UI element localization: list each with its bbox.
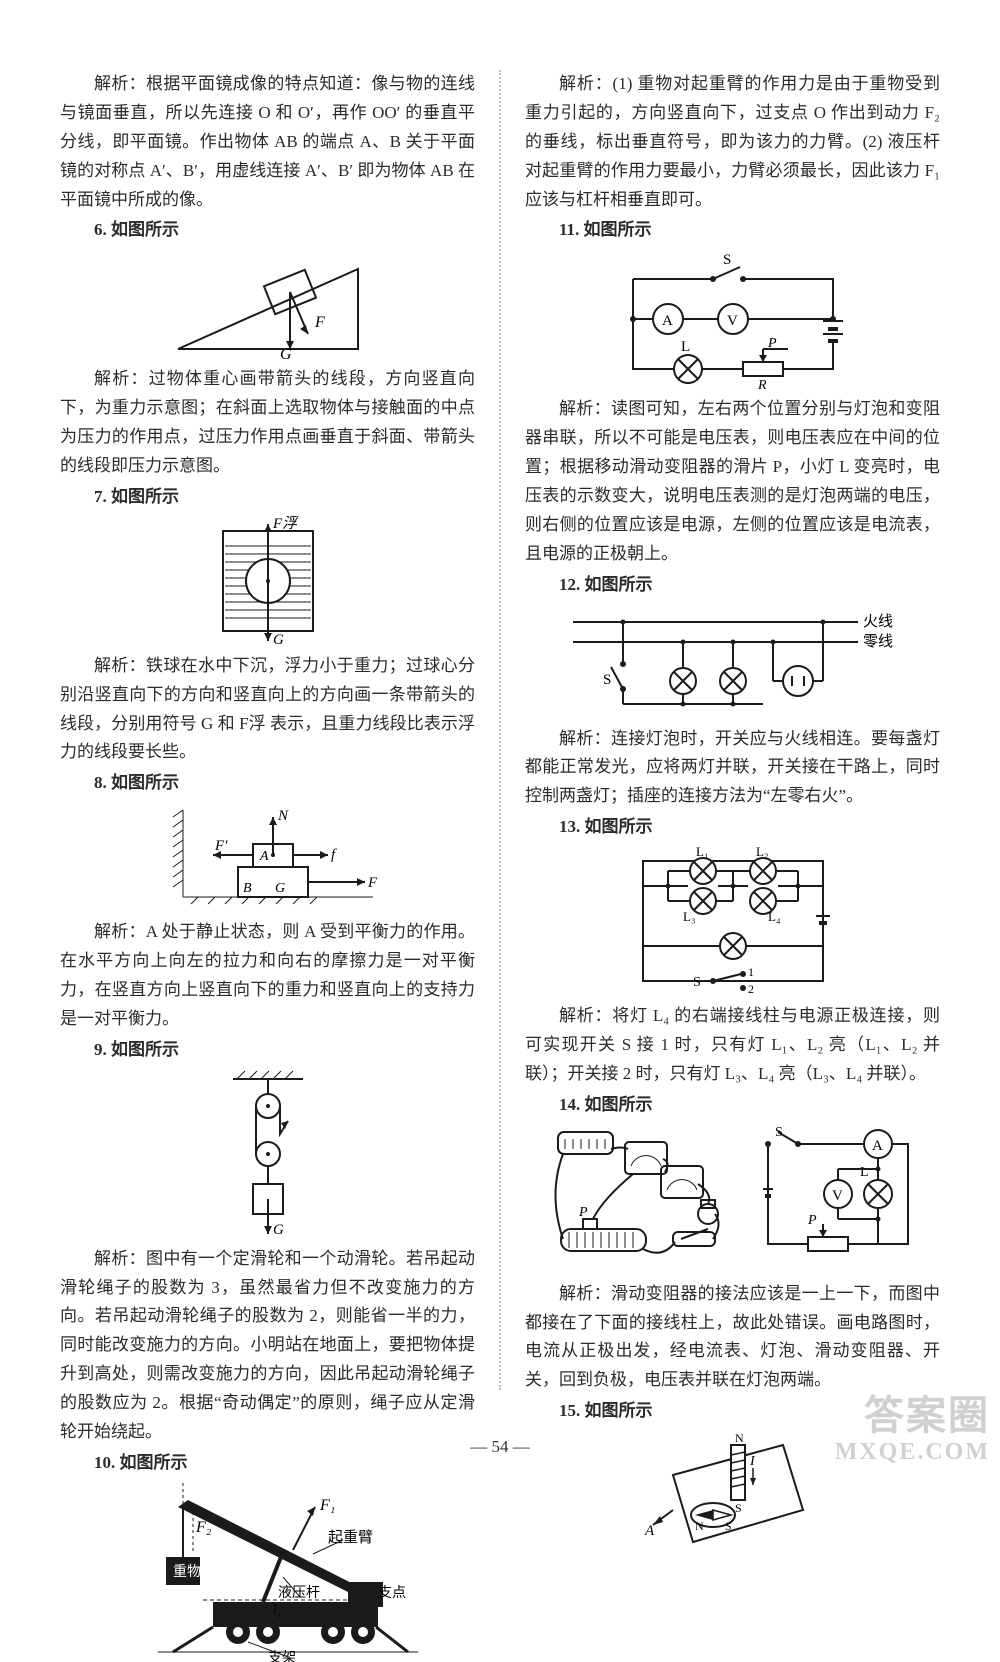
q7-number: 7. 如图所示 [94,487,179,506]
fig12-live-label: 火线 [863,613,893,630]
fig11-R-label: R [757,378,767,389]
fig8-B-label: B [243,881,252,896]
q11-number: 11. 如图所示 [559,220,652,239]
q6-number: 6. 如图所示 [94,220,179,239]
q12-heading: 12. 如图所示 [525,571,940,600]
left-analysis-4: 解析：A 处于静止状态，则 A 受到平衡力的作用。在水平方向上向左的拉力和向右的… [60,918,475,1034]
fig6-G-label: G [280,346,292,359]
right-analysis-5: 解析：滑动变阻器的接法应该是一上一下，而图中都接在了下面的接线柱上，故此处错误。… [525,1280,940,1396]
q7-heading: 7. 如图所示 [60,483,475,512]
fig15-S1-label: S [725,1519,732,1533]
q12-number: 12. 如图所示 [559,575,653,594]
fig6-F-label: F [314,314,325,331]
q6-heading: 6. 如图所示 [60,216,475,245]
right-analysis-4: 解析：将灯 L₄ 的右端接线柱与电源正极连接，则可实现开关 S 接 1 时，只有… [525,1002,940,1089]
fig13-L2-label: L₂ [756,846,768,859]
fig14-left-P-label: P [578,1205,588,1220]
fig13-S-label: S [693,975,701,990]
left-analysis-2: 解析：过物体重心画带箭头的线段，方向竖直向下，为重力示意图；在斜面上选取物体与接… [60,365,475,481]
fig13-L4-label: L₄ [768,909,781,924]
fig11-P-label: P [767,336,777,351]
figure-13: L₁ L₂ L₃ L₄ [525,846,940,996]
figure-10: F₁ F₂ 重物 起重臂 支点 液压杆 支架 l₁ [60,1482,475,1662]
figure-14: P [525,1124,940,1274]
q8-number: 8. 如图所示 [94,773,179,792]
right-column: 解析：(1) 重物对起重臂的作用力是由于重物受到重力引起的，方向竖直向下，过支点… [525,70,940,1390]
q9-heading: 9. 如图所示 [60,1036,475,1065]
fig8-f-label: f [331,847,337,863]
fig12-neutral-label: 零线 [863,633,893,650]
figure-6: F G [60,249,475,359]
fig8-A-label: A [259,849,269,864]
q11-heading: 11. 如图所示 [525,216,940,245]
fig14-S-label: S [775,1125,783,1140]
figure-8: N F′ f F A B G [60,802,475,912]
fig8-F-label: F [367,875,378,891]
fig15-N1-label: N [695,1519,704,1533]
left-analysis-5: 解析：图中有一个定滑轮和一个动滑轮。若吊起动滑轮绳子的股数为 3，虽然最省力但不… [60,1245,475,1447]
fig11-V-label: V [727,313,738,329]
fig7-Ffu-label: F浮 [272,516,299,532]
fig8-Fp-label: F′ [214,838,228,854]
left-analysis-3: 解析：铁球在水中下沉，浮力小于重力；过球心分别沿竖直向下的方向和竖直向上的方向画… [60,652,475,768]
fig12-S-label: S [603,672,611,688]
fig13-L1-label: L₁ [696,846,708,859]
figure-7: F浮 G [60,516,475,646]
fig9-G-label: G [273,1222,284,1238]
fig10-frame-label: 支架 [268,1650,296,1662]
fig15-A-label: A [644,1523,655,1539]
figure-11: S A V L [525,249,940,389]
fig13-2-label: 2 [748,982,754,996]
fig11-L-label: L [681,339,690,355]
fig8-G-label: G [275,881,285,896]
fig10-pivot-label: 支点 [378,1585,406,1601]
fig14-P2-label: P [807,1213,817,1228]
fig13-L3-label: L₃ [683,909,695,924]
figure-9: G [60,1069,475,1239]
fig10-F1-label: F₁ [319,1497,335,1514]
fig10-l1-label: l₁ [273,1603,282,1618]
left-column: 解析：根据平面镜成像的特点知道：像与物的连线与镜面垂直，所以先连接 O 和 O′… [60,70,475,1390]
q13-number: 13. 如图所示 [559,817,653,836]
fig10-load-label: 重物 [173,1564,201,1580]
right-analysis-1: 解析：(1) 重物对起重臂的作用力是由于重物受到重力引起的，方向竖直向下，过支点… [525,70,940,214]
fig10-F2-label: F₂ [195,1519,212,1536]
fig14-A-label: A [872,1138,883,1154]
fig14-V-label: V [832,1188,843,1204]
page-number: — 54 — [0,1437,1000,1457]
fig11-A-label: A [662,313,673,329]
q14-number: 14. 如图所示 [559,1095,653,1114]
fig13-1-label: 1 [748,965,754,979]
right-analysis-3: 解析：连接灯泡时，开关应与火线相连。要每盏灯都能正常发光，应将两灯并联，开关接在… [525,725,940,812]
fig14-L-label: L [860,1165,869,1180]
q8-heading: 8. 如图所示 [60,769,475,798]
right-analysis-2: 解析：读图可知，左右两个位置分别与灯泡和变阻器串联，所以不可能是电压表，则电压表… [525,395,940,568]
fig10-hyd-label: 液压杆 [278,1585,320,1601]
fig11-S-label: S [723,252,731,268]
fig15-S2-label: S [735,1501,742,1515]
fig8-N-label: N [277,808,289,824]
fig7-G-label: G [273,632,284,646]
q15-heading: 15. 如图所示 [525,1397,940,1426]
q15-number: 15. 如图所示 [559,1401,653,1420]
column-divider [499,70,501,1390]
figure-12: 火线 零线 S [525,604,940,719]
q9-number: 9. 如图所示 [94,1040,179,1059]
left-analysis-1: 解析：根据平面镜成像的特点知道：像与物的连线与镜面垂直，所以先连接 O 和 O′… [60,70,475,214]
q14-heading: 14. 如图所示 [525,1091,940,1120]
two-column-layout: 解析：根据平面镜成像的特点知道：像与物的连线与镜面垂直，所以先连接 O 和 O′… [60,70,940,1390]
q13-heading: 13. 如图所示 [525,813,940,842]
